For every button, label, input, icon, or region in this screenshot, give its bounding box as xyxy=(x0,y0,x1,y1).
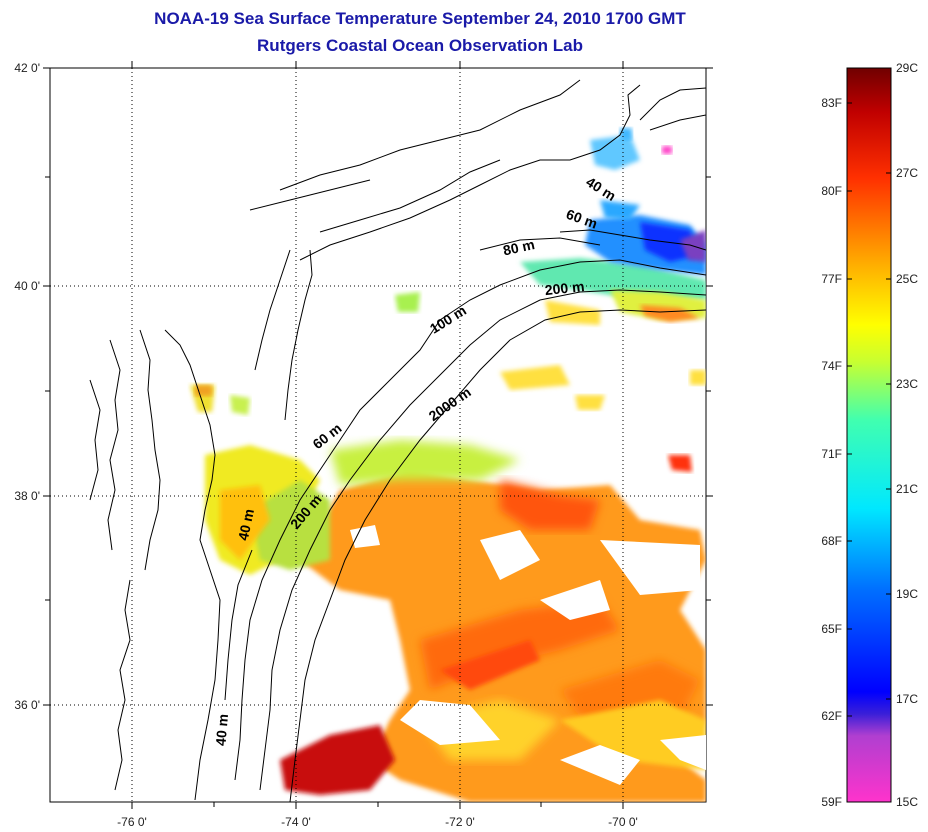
graticule xyxy=(50,68,706,802)
colorbar-c-label: 19C xyxy=(896,587,918,601)
sst-data-layer xyxy=(190,128,706,802)
colorbar-f-label: 62F xyxy=(821,709,842,723)
colorbar-c-label: 29C xyxy=(896,61,918,75)
contour-label: 40 m xyxy=(235,507,257,542)
contour-label: 40 m xyxy=(212,713,231,746)
colorbar-c-label: 15C xyxy=(896,795,918,809)
colorbar-f-label: 80F xyxy=(821,184,842,198)
colorbar-f-label: 83F xyxy=(821,96,842,110)
colorbar-f-label: 68F xyxy=(821,534,842,548)
lon-label: -70 0' xyxy=(608,815,638,829)
contour-label: 80 m xyxy=(502,236,537,258)
colorbar-c-label: 21C xyxy=(896,482,918,496)
lon-label: -76 0' xyxy=(117,815,147,829)
colorbar-f-label: 65F xyxy=(821,622,842,636)
lat-label: 42 0' xyxy=(14,61,40,75)
map-title: NOAA-19 Sea Surface Temperature Septembe… xyxy=(154,9,686,28)
contour-label: 200 m xyxy=(544,278,585,298)
colorbar-f-label: 74F xyxy=(821,359,842,373)
lat-label: 40 0' xyxy=(14,279,40,293)
colorbar-f-label: 59F xyxy=(821,795,842,809)
lon-label: -74 0' xyxy=(281,815,311,829)
lat-label: 38 0' xyxy=(14,489,40,503)
colorbar-f-label: 77F xyxy=(821,272,842,286)
lat-label: 36 0' xyxy=(14,698,40,712)
colorbar-f-label: 71F xyxy=(821,447,842,461)
axis-ticks xyxy=(43,61,713,809)
colorbar-c-label: 23C xyxy=(896,377,918,391)
coastline-layer xyxy=(89,79,706,802)
colorbar-f-ticks xyxy=(847,67,891,717)
lon-label: -72 0' xyxy=(445,815,475,829)
colorbar-c-label: 17C xyxy=(896,692,918,706)
colorbar-c-label: 27C xyxy=(896,166,918,180)
colorbar xyxy=(846,67,892,803)
map-subtitle: Rutgers Coastal Ocean Observation Lab xyxy=(257,36,583,55)
colorbar-c-label: 25C xyxy=(896,272,918,286)
